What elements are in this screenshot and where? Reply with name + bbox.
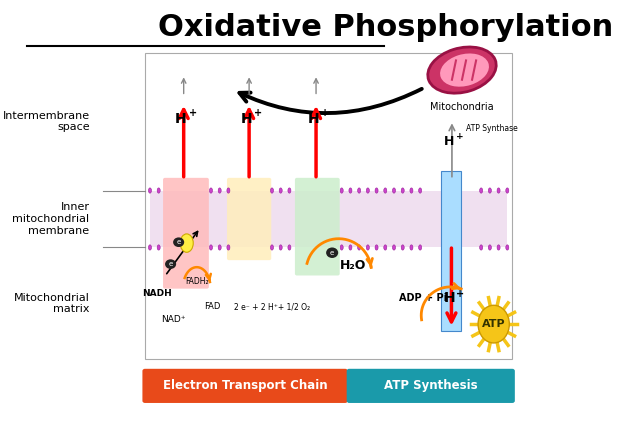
- Ellipse shape: [480, 188, 483, 193]
- Ellipse shape: [357, 188, 361, 193]
- Text: H: H: [307, 112, 319, 126]
- Text: e: e: [330, 250, 334, 256]
- Text: +: +: [188, 108, 197, 118]
- Text: FADH₂: FADH₂: [185, 277, 208, 286]
- Text: H: H: [175, 112, 187, 126]
- Text: Mitochondria: Mitochondria: [430, 102, 494, 112]
- Ellipse shape: [480, 245, 483, 250]
- Ellipse shape: [210, 245, 212, 250]
- Text: ATP: ATP: [482, 319, 506, 329]
- Text: H₂O: H₂O: [339, 259, 366, 272]
- Ellipse shape: [366, 245, 369, 250]
- Ellipse shape: [506, 188, 509, 193]
- Text: FAD: FAD: [203, 302, 220, 311]
- Ellipse shape: [270, 245, 274, 250]
- Ellipse shape: [227, 245, 230, 250]
- Ellipse shape: [227, 188, 230, 193]
- Text: Inner
mitochondrial
membrane: Inner mitochondrial membrane: [13, 202, 90, 236]
- Ellipse shape: [349, 188, 352, 193]
- FancyBboxPatch shape: [295, 178, 340, 276]
- Ellipse shape: [349, 245, 352, 250]
- Ellipse shape: [384, 188, 387, 193]
- Ellipse shape: [157, 245, 160, 250]
- Ellipse shape: [357, 245, 361, 250]
- FancyBboxPatch shape: [163, 178, 209, 289]
- Text: Intermembrane
space: Intermembrane space: [3, 111, 90, 132]
- Ellipse shape: [270, 188, 274, 193]
- Text: Electron Transport Chain: Electron Transport Chain: [163, 379, 327, 392]
- Circle shape: [173, 237, 184, 247]
- FancyBboxPatch shape: [145, 53, 512, 359]
- Text: Mitochondrial
matrix: Mitochondrial matrix: [14, 293, 90, 314]
- Ellipse shape: [506, 245, 509, 250]
- Text: H: H: [444, 134, 454, 148]
- Text: ATP Synthase: ATP Synthase: [466, 124, 518, 134]
- Text: H: H: [443, 291, 455, 305]
- Ellipse shape: [279, 245, 282, 250]
- Ellipse shape: [210, 188, 212, 193]
- Text: +: +: [321, 108, 329, 118]
- Ellipse shape: [148, 245, 151, 250]
- Circle shape: [326, 247, 338, 258]
- Ellipse shape: [419, 188, 422, 193]
- Ellipse shape: [410, 188, 413, 193]
- Ellipse shape: [288, 188, 291, 193]
- Text: e: e: [168, 261, 173, 267]
- Ellipse shape: [375, 188, 378, 193]
- Ellipse shape: [401, 245, 404, 250]
- Ellipse shape: [393, 245, 396, 250]
- Text: ADP + Pi: ADP + Pi: [399, 293, 448, 303]
- Bar: [150, 191, 507, 247]
- Ellipse shape: [366, 188, 369, 193]
- Ellipse shape: [375, 245, 378, 250]
- Ellipse shape: [288, 245, 291, 250]
- Ellipse shape: [384, 245, 387, 250]
- Text: H: H: [240, 112, 252, 126]
- Ellipse shape: [440, 53, 489, 87]
- Ellipse shape: [218, 245, 221, 250]
- Ellipse shape: [419, 245, 422, 250]
- Text: +: +: [254, 108, 262, 118]
- FancyBboxPatch shape: [143, 369, 347, 403]
- Ellipse shape: [478, 305, 510, 343]
- Text: NAD⁺: NAD⁺: [162, 315, 186, 324]
- Ellipse shape: [148, 188, 151, 193]
- Ellipse shape: [393, 188, 396, 193]
- Ellipse shape: [497, 245, 500, 250]
- FancyBboxPatch shape: [227, 178, 271, 260]
- Text: 2 e⁻ + 2 H⁺+ 1/2 O₂: 2 e⁻ + 2 H⁺+ 1/2 O₂: [234, 302, 310, 311]
- Ellipse shape: [157, 188, 160, 193]
- Ellipse shape: [401, 188, 404, 193]
- Ellipse shape: [340, 188, 343, 193]
- Ellipse shape: [279, 188, 282, 193]
- Bar: [441, 171, 461, 331]
- FancyBboxPatch shape: [347, 369, 515, 403]
- Text: NADH: NADH: [141, 289, 172, 298]
- Ellipse shape: [218, 188, 221, 193]
- Ellipse shape: [180, 234, 193, 252]
- Ellipse shape: [488, 188, 491, 193]
- Circle shape: [165, 259, 176, 269]
- Ellipse shape: [488, 245, 491, 250]
- Text: Oxidative Phosphorylation: Oxidative Phosphorylation: [158, 13, 613, 42]
- Text: +: +: [456, 132, 464, 141]
- Ellipse shape: [340, 245, 343, 250]
- Ellipse shape: [410, 245, 413, 250]
- Text: e: e: [177, 239, 181, 245]
- Ellipse shape: [428, 47, 496, 93]
- Ellipse shape: [497, 188, 500, 193]
- Text: +: +: [456, 289, 464, 299]
- Text: ATP Synthesis: ATP Synthesis: [384, 379, 478, 392]
